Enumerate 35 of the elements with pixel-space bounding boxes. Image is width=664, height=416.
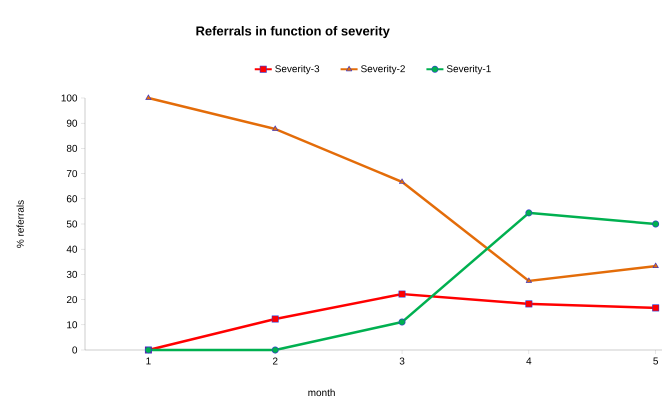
point: [145, 94, 152, 100]
point: [272, 346, 279, 354]
point: [652, 220, 660, 228]
legend-label: Severity-2: [361, 64, 405, 74]
point: [398, 318, 406, 326]
point: [272, 316, 279, 322]
y-tick-label: 30: [66, 270, 78, 278]
y-axis-title: % referrals: [16, 200, 24, 248]
x-tick-label: 4: [526, 358, 532, 364]
point: [272, 126, 278, 131]
y-tick-label: 50: [66, 220, 78, 228]
y-tick-label: 70: [66, 170, 78, 178]
y-tick-label: 100: [62, 94, 78, 102]
point: [398, 290, 406, 298]
point: [525, 300, 532, 308]
y-tick-label: 20: [66, 296, 78, 304]
y-tick-label: 40: [66, 246, 78, 253]
x-axis-title: month: [308, 388, 335, 396]
x-tick-label: 1: [146, 358, 151, 364]
x-tick-label: 5: [653, 358, 658, 364]
point: [525, 209, 532, 216]
point: [526, 277, 532, 283]
y-tick-label: 60: [66, 195, 78, 202]
y-tick-label: 10: [67, 321, 78, 328]
point: [652, 262, 659, 268]
x-tick-label: 2: [272, 358, 278, 364]
legend-label: Severity-1: [446, 64, 491, 74]
y-tick-label: 80: [66, 144, 78, 152]
chart-title: Referrals in function of severity: [196, 26, 390, 38]
legend-label: Severity-3: [275, 64, 320, 74]
y-tick-label: 0: [72, 346, 78, 354]
x-tick-label: 3: [400, 358, 404, 365]
point: [398, 178, 406, 184]
y-tick-label: 90: [66, 120, 78, 127]
point: [652, 304, 660, 312]
